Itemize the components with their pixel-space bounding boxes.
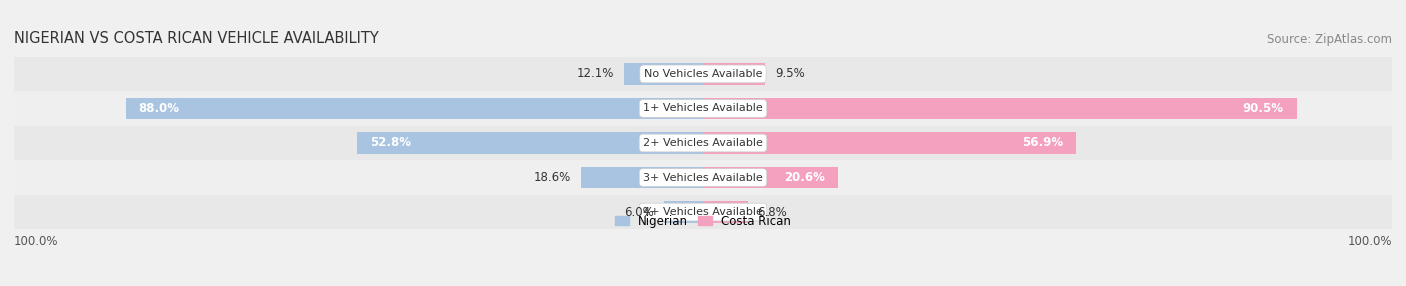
Bar [624,63,703,85]
Bar [14,195,1392,229]
Bar [664,201,703,223]
Text: Source: ZipAtlas.com: Source: ZipAtlas.com [1267,33,1392,46]
Bar [703,98,1296,119]
Bar [581,167,703,188]
Text: 20.6%: 20.6% [785,171,825,184]
Bar [703,132,1077,154]
Text: 12.1%: 12.1% [576,67,614,80]
Bar [357,132,703,154]
Text: 2+ Vehicles Available: 2+ Vehicles Available [643,138,763,148]
Bar [703,63,765,85]
Text: No Vehicles Available: No Vehicles Available [644,69,762,79]
Bar [703,201,748,223]
Text: 100.0%: 100.0% [14,235,59,247]
Text: 88.0%: 88.0% [139,102,180,115]
Bar [703,167,838,188]
Text: 90.5%: 90.5% [1243,102,1284,115]
Text: 100.0%: 100.0% [1347,235,1392,247]
Text: 6.8%: 6.8% [758,206,787,219]
Text: 4+ Vehicles Available: 4+ Vehicles Available [643,207,763,217]
Bar [14,91,1392,126]
Bar [14,160,1392,195]
Text: 1+ Vehicles Available: 1+ Vehicles Available [643,104,763,114]
Text: 56.9%: 56.9% [1022,136,1063,150]
Text: NIGERIAN VS COSTA RICAN VEHICLE AVAILABILITY: NIGERIAN VS COSTA RICAN VEHICLE AVAILABI… [14,31,378,46]
Text: 9.5%: 9.5% [775,67,804,80]
Text: 52.8%: 52.8% [370,136,411,150]
Text: 3+ Vehicles Available: 3+ Vehicles Available [643,172,763,182]
Legend: Nigerian, Costa Rican: Nigerian, Costa Rican [610,210,796,232]
Text: 18.6%: 18.6% [534,171,571,184]
Bar [14,57,1392,91]
Bar [14,126,1392,160]
Bar [125,98,703,119]
Text: 6.0%: 6.0% [624,206,654,219]
